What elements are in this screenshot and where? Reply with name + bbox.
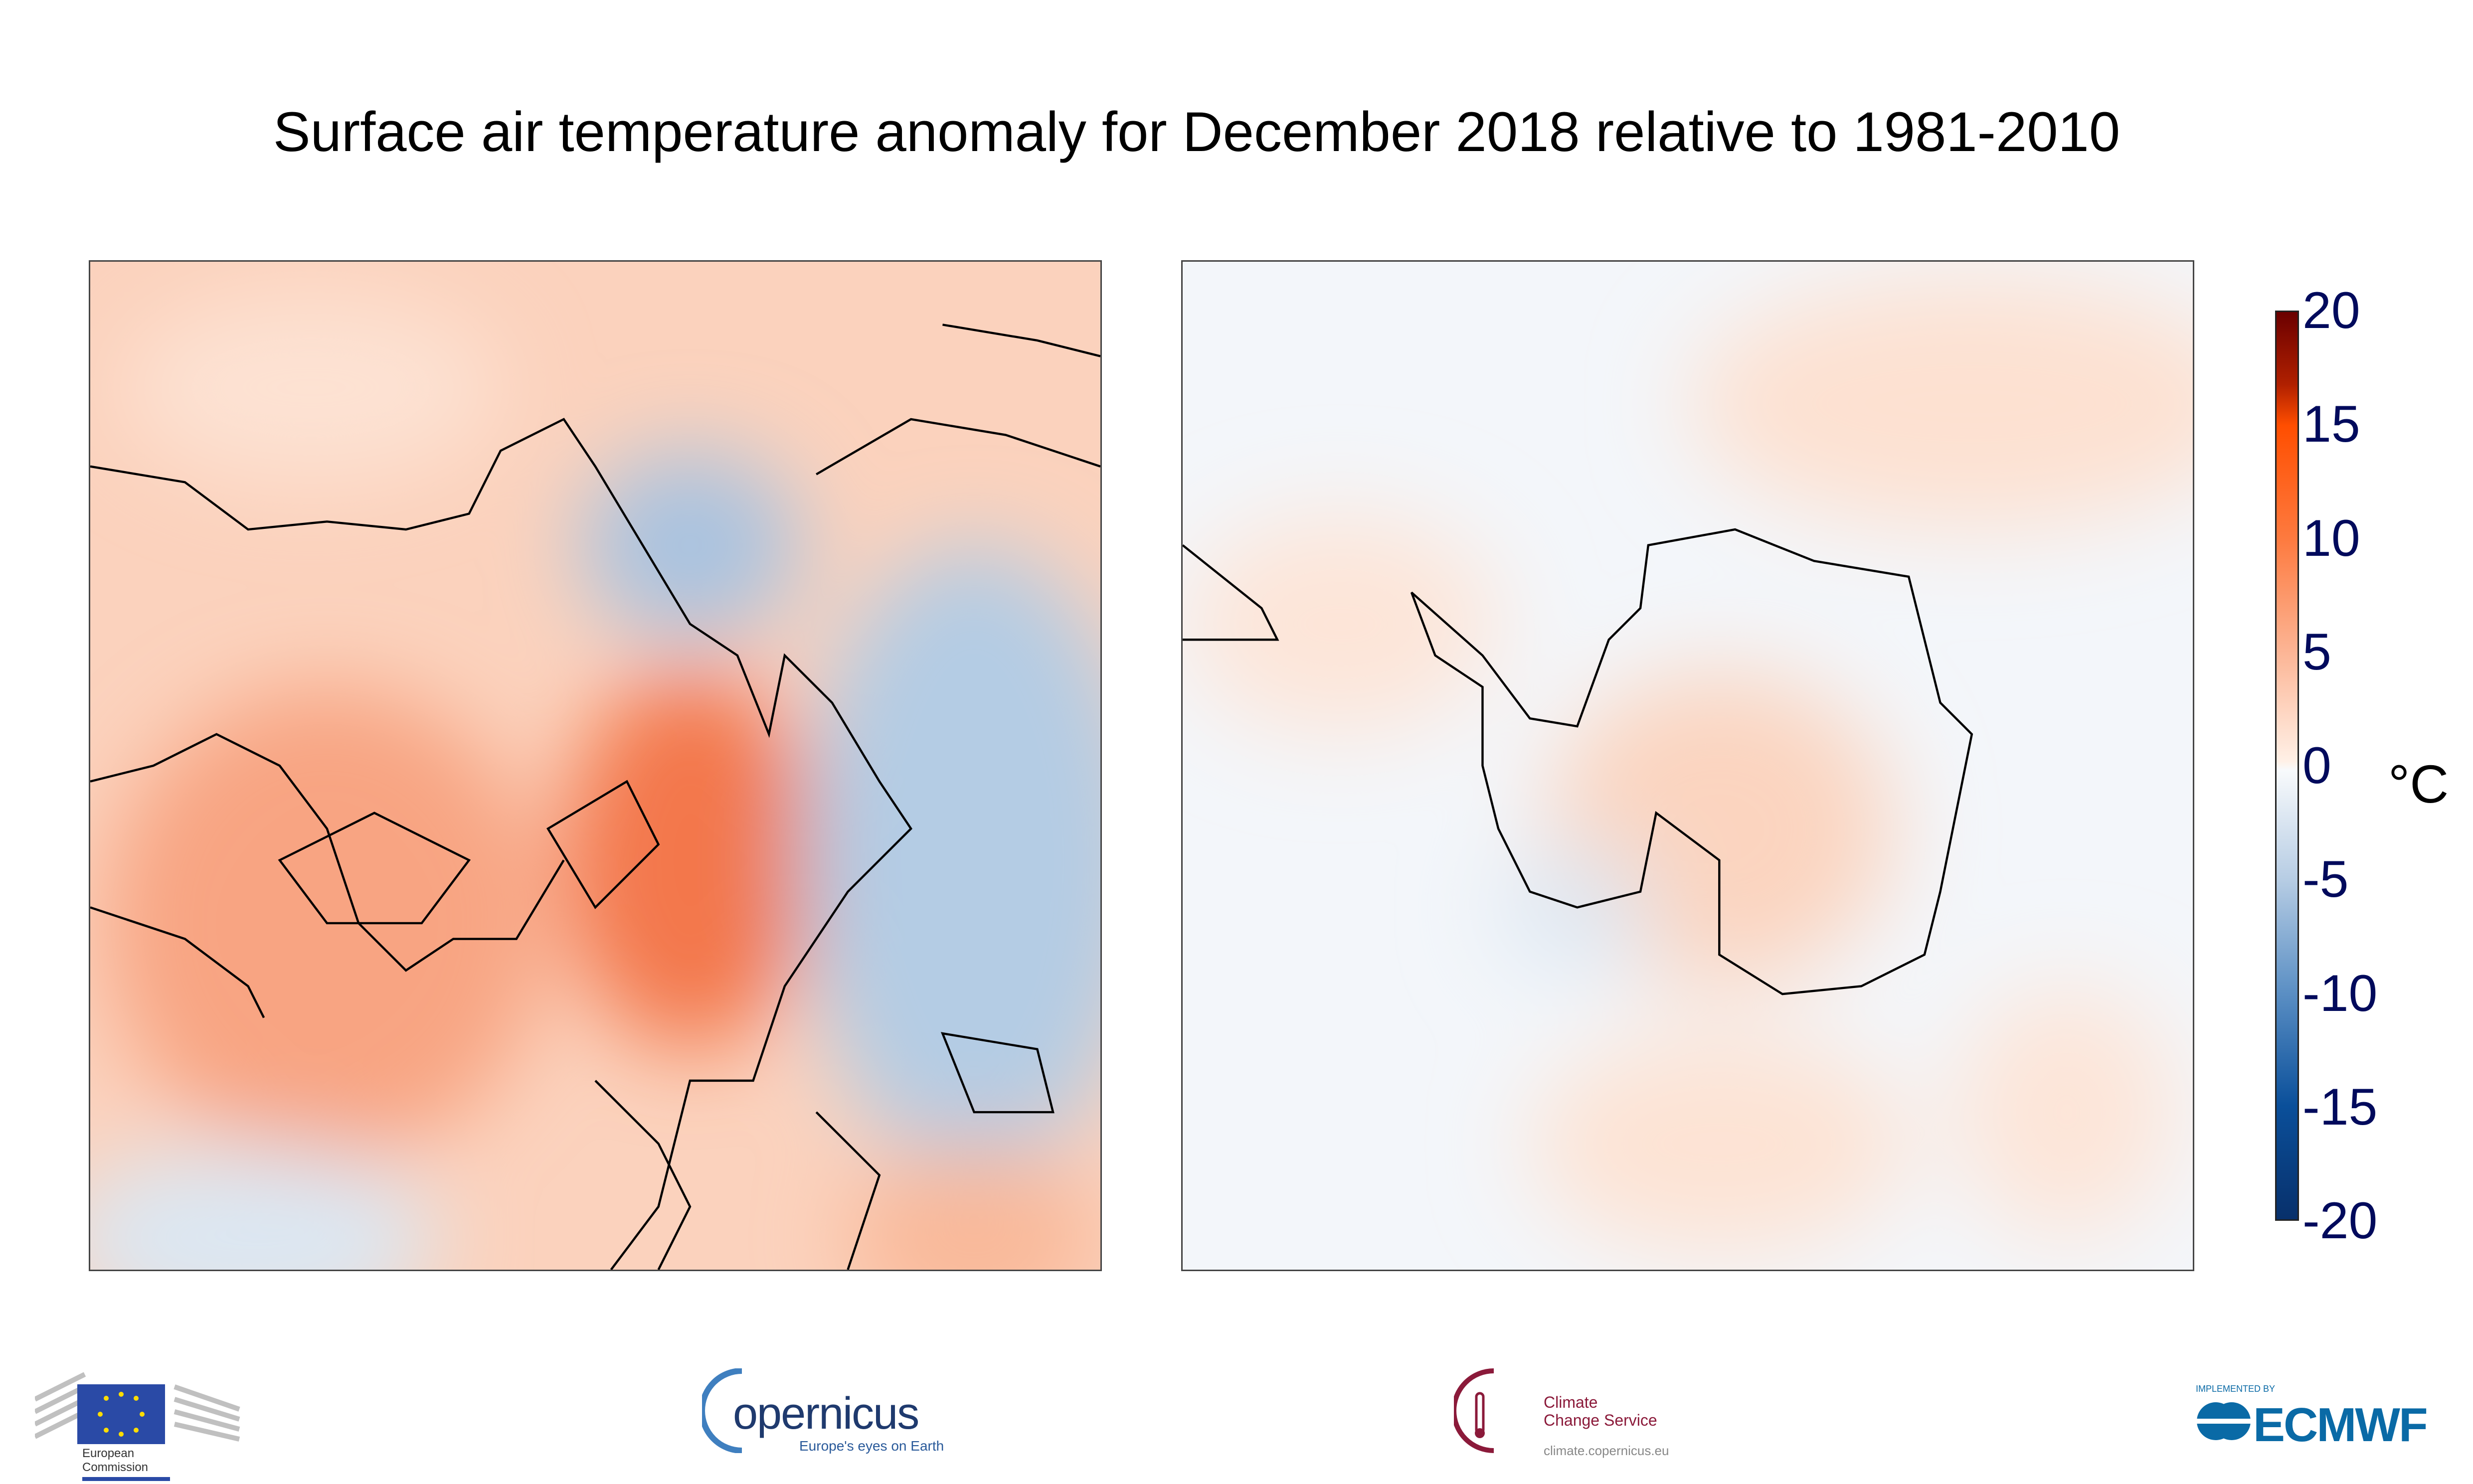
c3s-logo: Climate Change Service climate.copernicu… xyxy=(1454,1368,1703,1468)
colorbar-tick: 5 xyxy=(2302,623,2331,681)
anomaly-blob xyxy=(579,451,801,640)
south-america-coastline xyxy=(1183,544,1279,641)
ec-label-2: Commission xyxy=(82,1461,149,1474)
colorbar-tick: 20 xyxy=(2302,282,2360,339)
anomaly-blob xyxy=(90,1144,438,1270)
anomaly-blob xyxy=(1688,277,2193,530)
antarctica-coastline xyxy=(1410,528,1973,995)
anomaly-blob xyxy=(800,545,1100,1175)
c3s-url: climate.copernicus.eu xyxy=(1544,1443,1669,1458)
copernicus-logo: opernicus Europe's eyes on Earth xyxy=(702,1368,951,1463)
colorbar-tick: 15 xyxy=(2302,395,2360,453)
map-north-pole xyxy=(89,260,1102,1271)
colorbar-tick: -5 xyxy=(2302,850,2349,908)
colorbar xyxy=(2275,311,2299,1221)
ecmwf-implemented-by: IMPLEMENTED BY xyxy=(2196,1384,2276,1394)
anomaly-blob xyxy=(122,293,501,483)
c3s-label-1: Climate xyxy=(1544,1393,1598,1411)
anomaly-blob xyxy=(1183,513,1499,734)
coastlines xyxy=(90,324,1100,1270)
colorbar-tick: -15 xyxy=(2302,1078,2378,1136)
copernicus-name: opernicus xyxy=(733,1389,919,1439)
map-south-pole xyxy=(1181,260,2194,1271)
colorbar-tick: -20 xyxy=(2302,1192,2378,1250)
chart-title: Surface air temperature anomaly for Dece… xyxy=(273,101,2120,163)
colorbar-tick: 10 xyxy=(2302,509,2360,567)
c3s-label-2: Change Service xyxy=(1544,1411,1657,1429)
ec-label-1: European xyxy=(82,1447,135,1460)
anomaly-blob xyxy=(1530,1033,1909,1254)
anomaly-blob xyxy=(1956,986,2177,1238)
european-commission-logo: European Commission xyxy=(33,1344,244,1484)
ecmwf-logo: IMPLEMENTED BY ECMWF xyxy=(2196,1384,2455,1452)
anomaly-blob xyxy=(563,671,817,1049)
colorbar-unit: °C xyxy=(2388,754,2449,814)
colorbar-tick: -10 xyxy=(2302,965,2378,1022)
anomaly-blob xyxy=(848,1144,1100,1270)
colorbar-tick: 0 xyxy=(2302,737,2331,795)
ecmwf-name: ECMWF xyxy=(2253,1398,2428,1452)
copernicus-tagline: Europe's eyes on Earth xyxy=(799,1438,944,1454)
